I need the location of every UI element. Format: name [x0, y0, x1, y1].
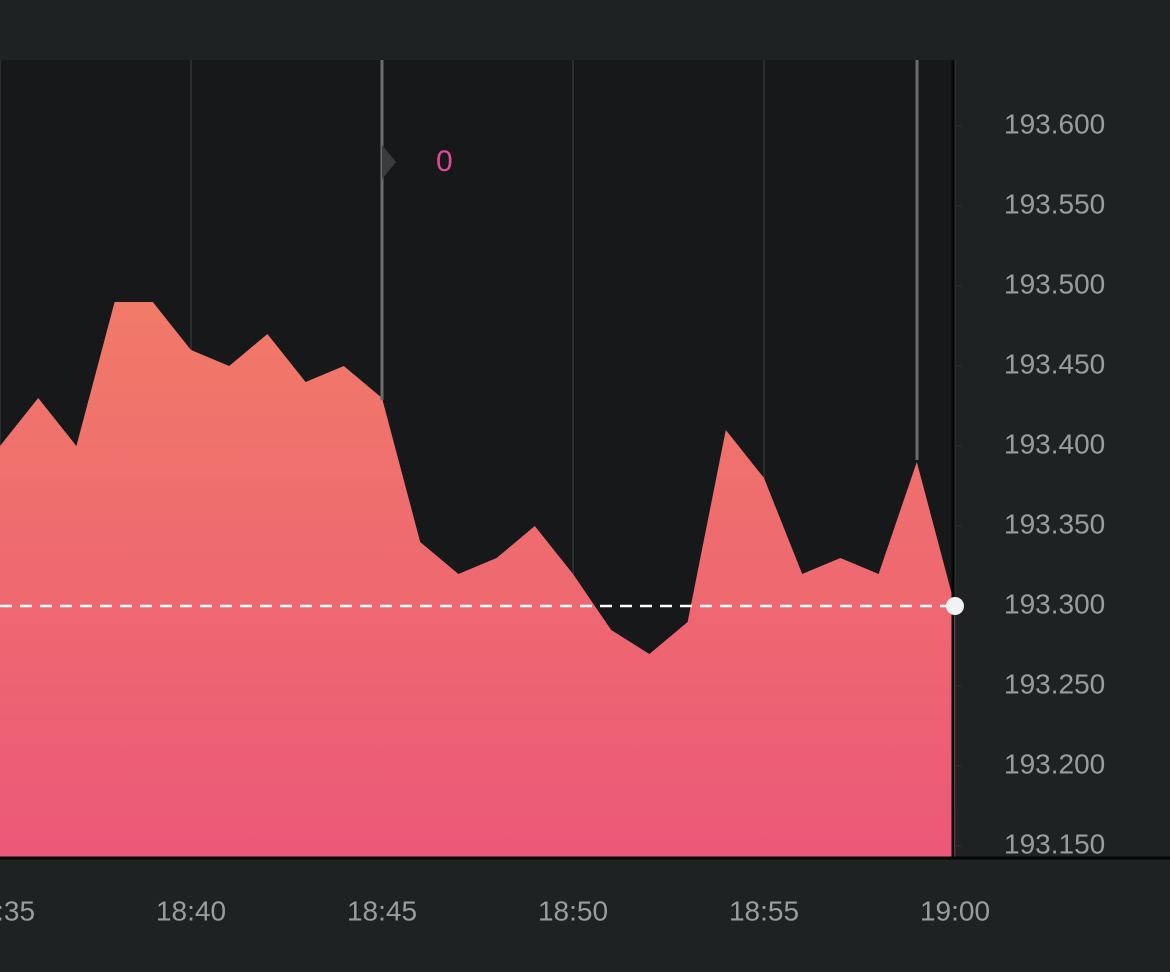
y-tick-label: 193.450 — [1004, 348, 1105, 379]
y-tick-label: 193.400 — [1004, 428, 1105, 459]
x-tick-label: 18:40 — [156, 895, 226, 926]
x-tick-label: 18:55 — [729, 895, 799, 926]
y-tick-label: 193.150 — [1004, 828, 1105, 859]
marker-label: 0 — [436, 145, 453, 178]
y-tick-label: 193.200 — [1004, 748, 1105, 779]
y-tick-label: 193.500 — [1004, 268, 1105, 299]
price-area — [0, 302, 955, 858]
last-price-dot — [946, 597, 964, 615]
y-tick-label: 193.300 — [1004, 588, 1105, 619]
x-tick-label: 18:50 — [538, 895, 608, 926]
y-tick-label: 193.250 — [1004, 668, 1105, 699]
marker-arrow — [382, 145, 396, 179]
y-tick-label: 193.600 — [1004, 108, 1105, 139]
x-tick-label: 18:35 — [0, 895, 35, 926]
x-tick-label: 19:00 — [920, 895, 990, 926]
y-tick-label: 193.350 — [1004, 508, 1105, 539]
y-tick-label: 193.550 — [1004, 188, 1105, 219]
x-tick-label: 18:45 — [347, 895, 417, 926]
